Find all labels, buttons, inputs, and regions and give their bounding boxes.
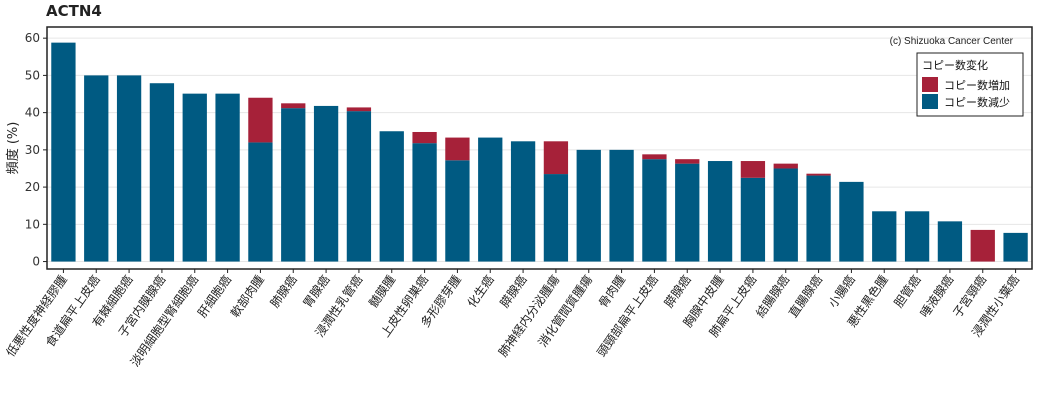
x-tick-label: 肺神経内分泌腫瘍 xyxy=(495,272,562,359)
plot-frame xyxy=(46,26,1033,270)
bar-loss xyxy=(675,163,700,262)
y-tick-label: 20 xyxy=(25,180,40,194)
x-tick-label: 軟部肉腫 xyxy=(227,272,267,320)
bar-loss xyxy=(740,177,766,262)
legend-swatch-gain xyxy=(922,77,938,92)
credit-text: (c) Shizuoka Cancer Center xyxy=(890,36,1014,47)
bar-loss xyxy=(313,105,339,262)
bar-loss xyxy=(215,93,240,262)
legend-label-gain: コピー数増加 xyxy=(944,79,1010,92)
bar-layer xyxy=(51,42,1028,262)
x-tick-label: 小腸癌 xyxy=(825,272,858,310)
bar-loss xyxy=(281,108,306,262)
x-tick-label: 胆管癌 xyxy=(891,272,924,310)
bar-loss xyxy=(84,75,109,262)
bar-loss xyxy=(872,211,897,262)
y-tick-label: 50 xyxy=(25,68,40,82)
x-tick-label: 頭頸部扁平上皮癌 xyxy=(594,272,661,359)
bar-loss xyxy=(773,168,798,262)
bar-loss xyxy=(51,42,76,262)
bar-loss xyxy=(510,141,536,262)
bar-gain xyxy=(642,154,667,160)
bar-loss xyxy=(543,174,569,262)
legend-label-loss: コピー数減少 xyxy=(944,95,1010,109)
bar-loss xyxy=(806,175,831,262)
bar-loss xyxy=(707,161,733,262)
bar-gain xyxy=(543,141,569,175)
x-tick-label: 肺腺癌 xyxy=(267,272,300,310)
x-tick-label: 髄膜腫 xyxy=(365,272,398,310)
x-tick-label: 胃腺癌 xyxy=(300,272,333,310)
legend-swatch-loss xyxy=(922,94,938,109)
bar-gain xyxy=(412,131,437,144)
bar-loss xyxy=(346,111,372,262)
bar-loss xyxy=(1003,232,1028,262)
bar-loss xyxy=(149,83,175,262)
bar-loss xyxy=(576,149,601,262)
bar-gain xyxy=(806,173,831,176)
bar-gain xyxy=(970,229,995,262)
legend-title: コピー数変化 xyxy=(922,58,988,72)
x-tick-label: 直腸腺癌 xyxy=(785,272,825,320)
x-tick-label: 化生癌 xyxy=(464,272,497,310)
bar-gain xyxy=(248,97,273,143)
y-axis: 0 10 20 30 40 50 60 xyxy=(25,31,47,269)
bar-loss xyxy=(116,75,142,262)
bar-loss xyxy=(937,221,963,262)
x-tick-label: 膵腺癌 xyxy=(497,272,530,310)
x-axis: 低悪性度神経膠腫食道扁平上皮癌有棘細胞癌子宮内膜腺癌淡明細胞型腎細胞癌肝細胞癌軟… xyxy=(3,269,1022,369)
bar-gain xyxy=(740,161,766,178)
bar-gain xyxy=(346,107,372,112)
bar-loss xyxy=(642,159,667,262)
y-axis-label: 頻度 (%) xyxy=(5,122,21,175)
bar-loss xyxy=(182,93,207,262)
y-tick-label: 0 xyxy=(32,255,40,269)
bar-loss xyxy=(248,142,273,262)
legend: コピー数変化 コピー数増加 コピー数減少 xyxy=(916,52,1024,117)
bar-loss xyxy=(839,181,864,262)
y-tick-label: 30 xyxy=(25,143,40,157)
bar-gain xyxy=(675,159,700,164)
bar-gain xyxy=(281,103,306,109)
chart-title: ACTN4 xyxy=(46,2,102,20)
bar-loss xyxy=(445,160,470,262)
y-tick-label: 10 xyxy=(25,217,40,231)
y-tick-label: 60 xyxy=(25,31,40,45)
bar-gain xyxy=(445,137,470,161)
x-tick-label: 低悪性度神経膠腫 xyxy=(3,272,70,359)
x-tick-label: 骨肉腫 xyxy=(596,273,628,311)
bar-loss xyxy=(412,143,437,262)
bar-gain xyxy=(773,163,798,169)
x-tick-label: 膵腺癌 xyxy=(661,272,694,310)
bar-loss xyxy=(904,211,930,262)
bar-loss xyxy=(478,137,503,262)
grid-lines xyxy=(47,37,1032,263)
y-tick-label: 40 xyxy=(25,106,40,120)
bar-loss xyxy=(379,131,404,262)
bar-loss xyxy=(609,149,634,262)
